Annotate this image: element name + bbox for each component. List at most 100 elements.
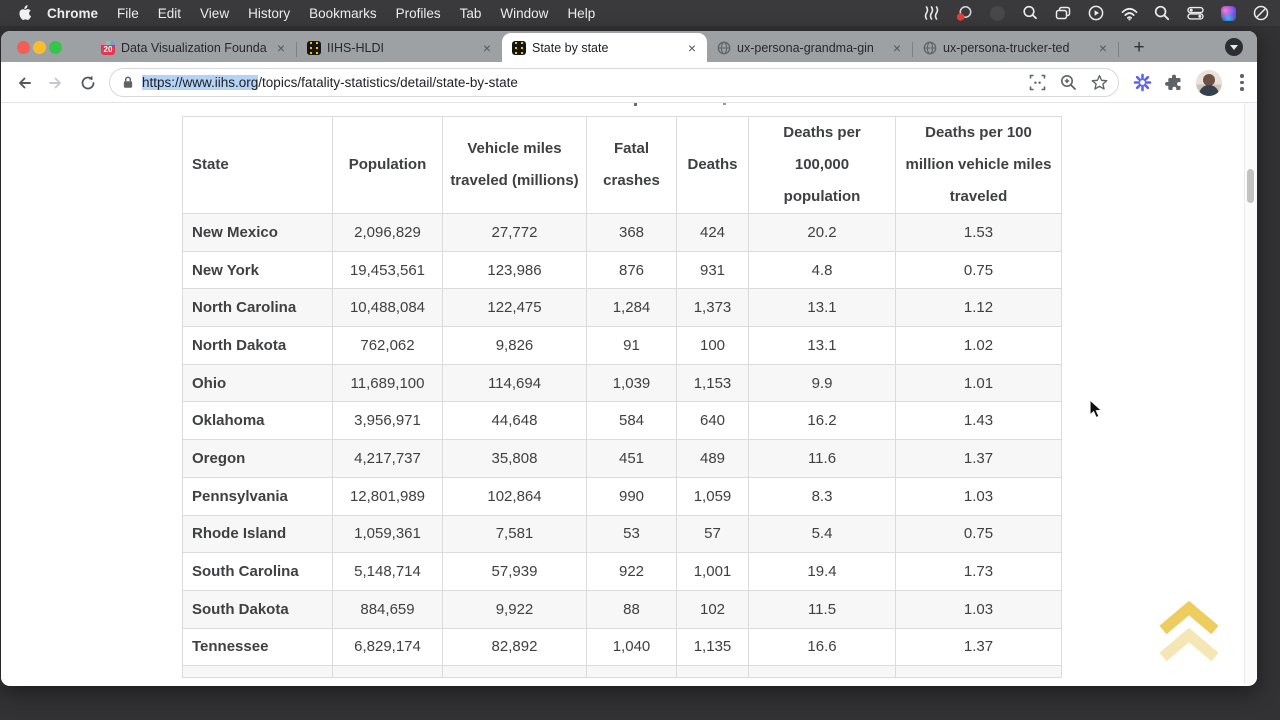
value-cell: 100	[676, 326, 749, 365]
wifi-icon[interactable]	[1120, 4, 1138, 22]
menu-edit[interactable]: Edit	[157, 5, 182, 21]
profile-avatar[interactable]	[1196, 69, 1222, 96]
value-cell: 11,689,100	[332, 363, 443, 403]
iihs-road-favicon-icon	[307, 40, 321, 55]
table-row: Oregon 4,217,737 35,808 451 489 11.6 1.37	[182, 439, 1062, 478]
tab-data-visualization-founda[interactable]: 20 Data Visualization Founda ×	[91, 33, 296, 62]
value-cell: 584	[586, 401, 677, 441]
value-cell: 2,096,829	[332, 213, 443, 252]
value-cell: 368	[586, 213, 677, 252]
spotlight-search-icon[interactable]	[1153, 4, 1171, 22]
value-cell: 0.75	[895, 514, 1062, 554]
menu-tab[interactable]: Tab	[459, 5, 482, 21]
colorful-app-icon[interactable]	[1219, 4, 1237, 22]
table-row: New York 19,453,561 123,986 876 931 4.8 0.75	[182, 250, 1062, 290]
menu-bookmarks[interactable]: Bookmarks	[309, 5, 377, 21]
menu-window[interactable]: Window	[500, 5, 549, 21]
url-text[interactable]: https://www.iihs.org/topics/fatality-sta…	[142, 75, 1029, 90]
state-cell: South Carolina	[182, 552, 333, 591]
value-cell: 876	[586, 250, 677, 290]
loupe-icon[interactable]	[1021, 4, 1039, 22]
extensions-puzzle-icon[interactable]	[1165, 74, 1183, 92]
address-bar[interactable]: https://www.iihs.org/topics/fatality-sta…	[109, 68, 1119, 97]
minimize-window-button[interactable]	[33, 41, 46, 54]
window-controls	[17, 41, 62, 54]
chevrons-up-icon	[1159, 600, 1219, 662]
tab-close-icon[interactable]: ×	[687, 39, 697, 56]
tab-close-icon[interactable]: ×	[276, 39, 286, 56]
menu-help[interactable]: Help	[567, 5, 596, 21]
state-cell: New Mexico	[182, 213, 333, 252]
zoom-in-icon[interactable]	[1060, 74, 1077, 91]
column-header: State	[182, 116, 333, 214]
value-cell: 11.5	[748, 589, 896, 629]
value-cell: 19.4	[748, 552, 896, 591]
tab-close-icon[interactable]: ×	[1098, 39, 1108, 56]
state-cell: South Dakota	[182, 589, 333, 629]
table-row: Oklahoma 3,956,971 44,648 584 640 16.2 1.43	[182, 401, 1062, 441]
tab-title: ux-persona-grandma-gin	[737, 40, 874, 55]
value-cell: 1.43	[895, 401, 1062, 441]
bookmark-star-icon[interactable]	[1091, 74, 1108, 91]
chrome-window: 20 Data Visualization Founda × IIHS-HLDI × St…	[1, 31, 1257, 686]
table-row: Rhode Island 1,059,361 7,581 53 57 5.4 0.75	[182, 514, 1062, 554]
tab-search-menu-button[interactable]	[1225, 38, 1243, 56]
menu-file[interactable]: File	[117, 5, 139, 21]
play-circle-icon[interactable]	[1087, 4, 1105, 22]
favicon-badge: 20	[103, 44, 113, 54]
lock-icon[interactable]	[122, 75, 134, 90]
screenshot-icon[interactable]	[1029, 74, 1046, 91]
value-cell: 424	[676, 213, 749, 252]
forward-button[interactable]	[43, 70, 69, 96]
value-cell: 1.73	[895, 552, 1062, 591]
back-to-top-button[interactable]	[1156, 600, 1222, 670]
url-selected-text: https://www.iihs.org	[142, 75, 259, 90]
apple-menu-icon[interactable]	[18, 5, 31, 21]
close-window-button[interactable]	[17, 41, 30, 54]
page-scrollbar-thumb[interactable]	[1247, 169, 1254, 203]
value-cell	[442, 665, 587, 679]
extension-starburst-icon[interactable]	[1133, 73, 1152, 92]
tab-ux-persona-trucker-ted[interactable]: ux-persona-trucker-ted ×	[913, 33, 1118, 62]
tab-state-by-state[interactable]: State by state ×	[502, 33, 707, 62]
menu-profiles[interactable]: Profiles	[395, 5, 441, 21]
tab-ux-persona-grandma-gin[interactable]: ux-persona-grandma-gin ×	[707, 33, 912, 62]
table-row: South Carolina 5,148,714 57,939 922 1,001 19.…	[182, 552, 1062, 591]
focus-slash-icon[interactable]	[1252, 4, 1270, 22]
value-cell	[676, 665, 749, 679]
meeting-app-red-dot-icon[interactable]	[955, 4, 973, 22]
value-cell: 1,040	[586, 627, 677, 667]
value-cell: 451	[586, 439, 677, 478]
menu-history[interactable]: History	[248, 5, 291, 21]
value-cell: 19,453,561	[332, 250, 443, 290]
clipped-heading-remnant	[634, 103, 637, 106]
value-cell: 91	[586, 326, 677, 365]
tab-close-icon[interactable]: ×	[892, 39, 902, 56]
tab-iihs-hldi[interactable]: IIHS-HLDI ×	[297, 33, 502, 62]
value-cell: 53	[586, 514, 677, 554]
control-center-icon[interactable]	[1186, 4, 1204, 22]
zoom-window-button[interactable]	[49, 41, 62, 54]
dimmed-app-icon[interactable]	[988, 4, 1006, 22]
value-cell: 1,001	[676, 552, 749, 591]
table-row: Ohio 11,689,100 114,694 1,039 1,153 9.9 1.01	[182, 363, 1062, 403]
value-cell: 9,826	[442, 326, 587, 365]
value-cell	[182, 665, 333, 679]
waves-icon[interactable]	[922, 4, 940, 22]
state-cell: Oklahoma	[182, 401, 333, 441]
back-button[interactable]	[11, 70, 37, 96]
menu-chrome[interactable]: Chrome	[47, 5, 99, 21]
table-header-row: State Population Vehicle miles traveled (m…	[182, 116, 1062, 214]
new-tab-button[interactable]: +	[1125, 34, 1153, 62]
value-cell: 5.4	[748, 514, 896, 554]
three-dot-menu-icon[interactable]	[1235, 74, 1249, 91]
value-cell: 0.75	[895, 250, 1062, 290]
reload-button[interactable]	[75, 70, 101, 96]
table-body: New Mexico 2,096,829 27,772 368 424 20.2 1.53 N…	[182, 213, 1062, 679]
windows-stack-icon[interactable]	[1054, 4, 1072, 22]
page-scrollbar[interactable]	[1244, 103, 1257, 685]
value-cell: 123,986	[442, 250, 587, 290]
tab-close-icon[interactable]: ×	[482, 39, 492, 56]
menu-view[interactable]: View	[200, 5, 230, 21]
state-cell: Ohio	[182, 363, 333, 403]
